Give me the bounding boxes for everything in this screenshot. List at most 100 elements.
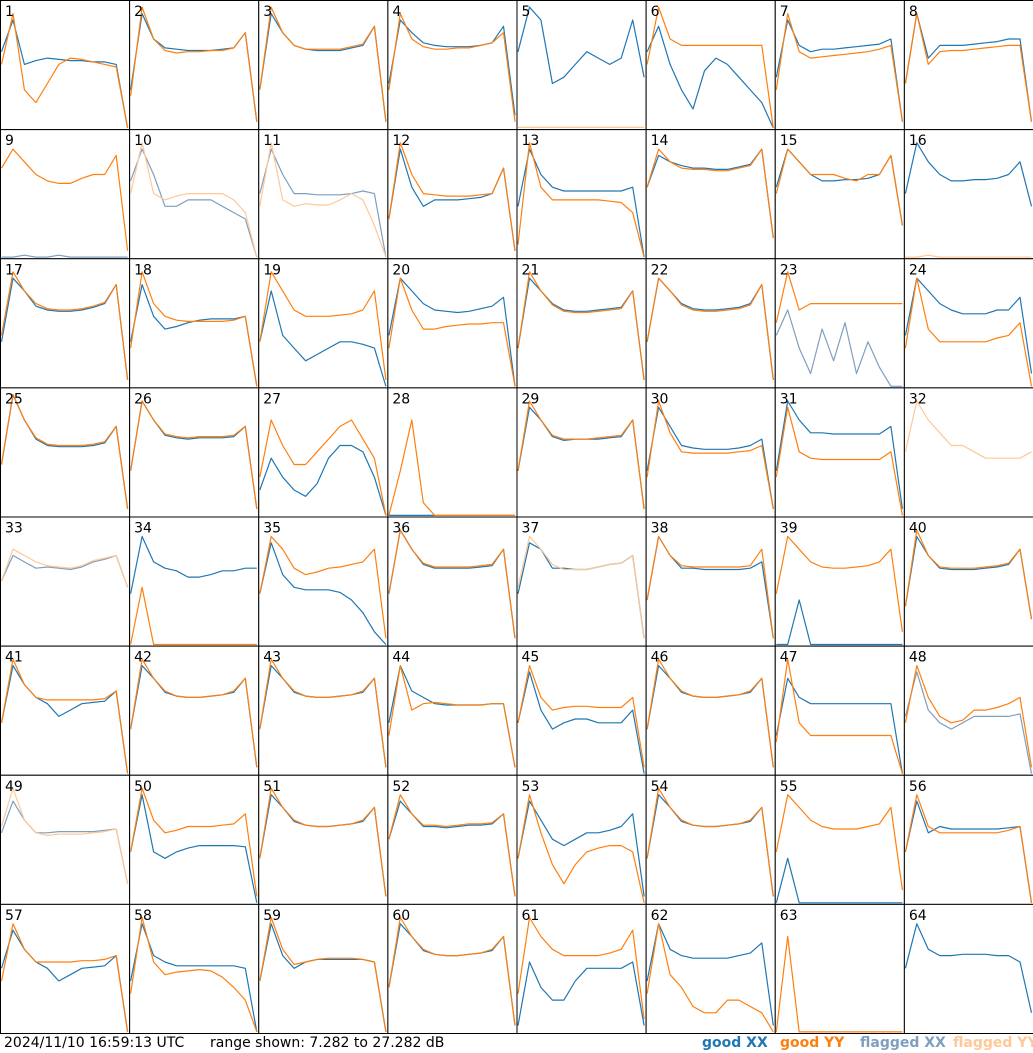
panel: 55 [774, 774, 905, 905]
panel: 63 [774, 903, 905, 1034]
panel-frame [903, 129, 1033, 260]
yy-trace [130, 271, 258, 387]
panel-label: 54 [651, 779, 669, 795]
yy-trace [388, 916, 516, 1026]
panel-frame [645, 0, 776, 131]
panel-frame [903, 645, 1033, 776]
panel-frame [258, 774, 389, 905]
yy-trace [904, 794, 1033, 903]
xx-trace [259, 290, 387, 387]
panel-label: 4 [392, 4, 401, 20]
panel-frame [0, 774, 131, 905]
panel-frame [645, 387, 776, 518]
xx-trace [0, 19, 129, 129]
panel-label: 45 [522, 650, 540, 666]
xx-trace [259, 542, 387, 645]
panel-label: 50 [134, 779, 152, 795]
panel-frame [387, 258, 518, 389]
panel-label: 28 [392, 391, 410, 407]
yy-trace [646, 277, 774, 380]
legend-entry: good YY [780, 1035, 845, 1051]
panel-label: 3 [263, 4, 272, 20]
xx-trace [904, 277, 1033, 374]
panel-frame [774, 774, 905, 905]
panel-frame [387, 774, 518, 905]
yy-trace [388, 529, 516, 639]
yy-trace [0, 148, 129, 251]
panel-frame [129, 0, 260, 131]
panel: 9 [0, 129, 131, 260]
panel-label: 52 [392, 779, 410, 795]
panel-label: 17 [5, 262, 23, 278]
panel-frame [645, 645, 776, 776]
panel: 15 [774, 129, 905, 260]
panel-label: 57 [5, 908, 23, 924]
panel-label: 23 [780, 262, 798, 278]
panel: 36 [387, 516, 518, 647]
xx-trace [388, 19, 516, 116]
xx-trace [646, 406, 774, 510]
panel-label: 53 [522, 779, 540, 795]
panel-label: 2 [134, 4, 143, 20]
panel-frame [387, 516, 518, 647]
yy-trace [130, 586, 257, 646]
panel-label: 12 [392, 133, 410, 149]
panel-label: 6 [651, 4, 660, 20]
yy-trace [646, 535, 774, 639]
panel: 64 [903, 903, 1033, 1034]
panel-label: 29 [522, 391, 540, 407]
panel: 12 [387, 129, 518, 260]
xx-trace [130, 535, 257, 594]
yy-trace [517, 916, 645, 1020]
yy-trace [259, 142, 387, 258]
legend-entry: flagged YY [953, 1035, 1033, 1051]
panel-label: 35 [263, 521, 281, 537]
panel: 42 [129, 645, 260, 776]
panel: 13 [516, 129, 647, 260]
panel-frame [258, 0, 389, 131]
yy-trace [0, 923, 129, 1032]
panel: 19 [258, 258, 389, 389]
panel-label: 25 [5, 391, 23, 407]
panel: 27 [258, 387, 389, 518]
panel-label: 11 [263, 133, 281, 149]
yy-trace [388, 277, 516, 387]
yy-trace [259, 271, 387, 380]
panel: 59 [258, 903, 389, 1034]
panel: 24 [903, 258, 1033, 389]
panel-frame [129, 516, 260, 647]
panel: 38 [645, 516, 776, 647]
panel: 30 [645, 387, 776, 518]
panel: 53 [516, 774, 647, 905]
yy-trace [904, 664, 1033, 768]
panel: 52 [387, 774, 518, 905]
panel: 29 [516, 387, 647, 518]
yy-trace [775, 406, 903, 516]
yy-trace [0, 394, 129, 510]
xx-trace [646, 923, 774, 1026]
panel: 11 [258, 129, 389, 260]
panel: 44 [387, 645, 518, 776]
panel: 26 [129, 387, 260, 518]
panel: 43 [258, 645, 389, 776]
panel: 2 [129, 0, 260, 131]
panel-frame [516, 0, 647, 131]
yy-trace [0, 13, 129, 129]
panel: 25 [0, 387, 131, 518]
panel: 31 [774, 387, 905, 518]
panel: 20 [387, 258, 518, 389]
panel: 41 [0, 645, 131, 776]
panel: 6 [645, 0, 776, 131]
panel-label: 18 [134, 262, 152, 278]
panel-label: 7 [780, 4, 789, 20]
panel: 61 [516, 903, 647, 1034]
panel-label: 19 [263, 262, 281, 278]
legend-entry: flagged XX [860, 1035, 946, 1051]
panel-frame [516, 516, 647, 647]
yy-trace [388, 13, 516, 122]
panel: 17 [0, 258, 131, 389]
panel: 7 [774, 0, 905, 131]
panel: 35 [258, 516, 389, 647]
panel-label: 51 [263, 779, 281, 795]
panel-label: 46 [651, 650, 669, 666]
